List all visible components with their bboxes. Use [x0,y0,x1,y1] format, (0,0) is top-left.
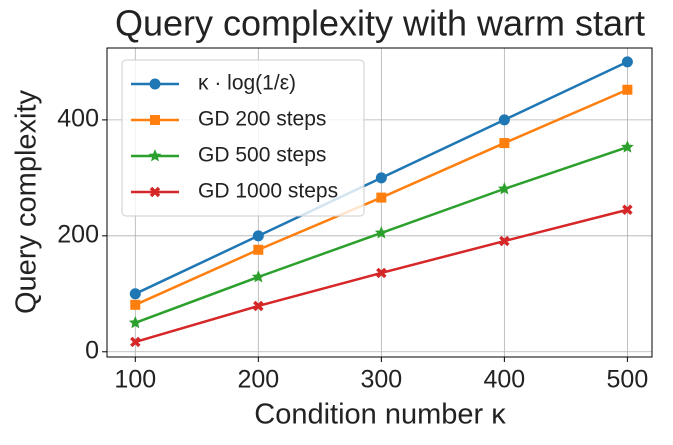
y-axis-label: Query complexity [11,89,43,314]
marker [252,230,264,242]
marker [376,267,387,279]
marker [128,316,142,329]
x-tick-label: 300 [360,366,402,394]
legend-box [121,59,365,217]
marker [622,204,633,215]
x-axis-label: Condition number κ [254,399,506,431]
x-tick-label: 200 [237,366,279,394]
legend-label: κ · log(1/ε) [198,72,296,95]
marker [622,84,633,95]
legend-label: GD 1000 steps [198,180,338,203]
marker [376,192,387,203]
x-tick-label: 500 [607,366,649,394]
marker [621,56,633,68]
y-tick-label: 0 [85,336,99,364]
marker [130,336,141,348]
chart-title: Query complexity with warm start [115,3,645,44]
marker [130,299,141,310]
marker [253,244,264,255]
y-tick-label: 400 [57,104,99,132]
legend-marker [150,115,160,125]
marker [499,235,510,247]
legend-marker [149,78,161,90]
marker [253,300,264,312]
marker [620,140,634,153]
marker [498,114,510,126]
marker [375,172,387,184]
legend-label: GD 500 steps [198,144,326,167]
x-tick-label: 400 [484,366,526,394]
legend-label: GD 200 steps [198,108,326,131]
y-tick-label: 200 [57,220,99,248]
plot-frame [106,47,653,358]
marker [374,226,388,239]
marker [497,182,511,195]
marker [499,138,510,149]
x-tick-label: 100 [114,366,156,394]
legend-marker [148,149,162,162]
marker [251,270,265,283]
legend-marker [149,186,161,198]
marker [129,288,141,300]
